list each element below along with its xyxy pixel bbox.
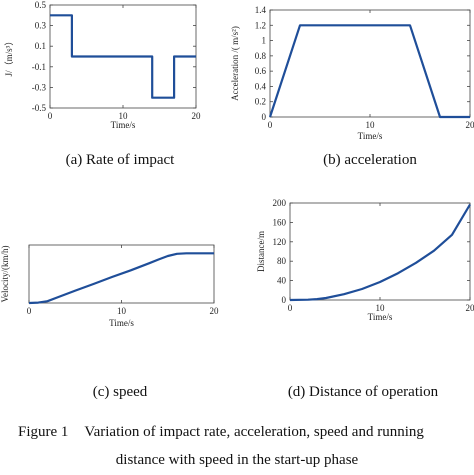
distance-y-tick-label: 0 bbox=[282, 295, 287, 305]
distance-x-tick-label: 0 bbox=[288, 303, 293, 313]
impact-rate-y-tick-label: -0.3 bbox=[32, 82, 47, 92]
distance-y-axis-label: Distance/m bbox=[256, 231, 266, 272]
chart-panel-distance: 0 10 20 0 40 80 120 160 200 Time/s Distance/m bbox=[248, 192, 474, 370]
acceleration-y-tick-label: 1 bbox=[262, 36, 267, 46]
acceleration-x-tick-label: 10 bbox=[366, 120, 376, 130]
figure-caption-line-2: distance with speed in the start-up phas… bbox=[115, 452, 359, 468]
acceleration-y-tick-label: 0 bbox=[262, 112, 267, 122]
distance-x-axis-label: Time/s bbox=[368, 312, 393, 322]
chart-panel-speed: 0 10 20 Time/s Velocity/(km/h) bbox=[0, 200, 232, 370]
distance-y-tick-label: 160 bbox=[273, 217, 287, 227]
impact-rate-series-line bbox=[50, 14, 196, 99]
acceleration-y-tick-label: 0.4 bbox=[255, 81, 267, 91]
caption-distance: (d) Distance of operation bbox=[287, 384, 439, 400]
acceleration-y-axis-label: Acceleration /( m/s²) bbox=[230, 26, 240, 101]
chart-impact-rate: 0 10 20 0.5 0.3 0.1 -0.1 -0.3 -0.5 Time/s J/（m/s³） bbox=[4, 0, 202, 130]
speed-x-tick-label: 0 bbox=[27, 306, 32, 316]
speed-x-axis-label: Time/s bbox=[109, 318, 134, 328]
distance-y-tick-label: 80 bbox=[277, 256, 287, 266]
speed-series-line bbox=[28, 252, 214, 305]
impact-rate-x-axis-label: Time/s bbox=[111, 120, 136, 130]
chart-panel-impact-rate: 0 10 20 0.5 0.3 0.1 -0.1 -0.3 -0.5 Time/s J/（m/s³） bbox=[0, 0, 210, 150]
speed-x-tick-label: 20 bbox=[210, 306, 220, 316]
chart-speed: 0 10 20 Time/s Velocity/(km/h) bbox=[0, 244, 220, 328]
distance-plot-frame bbox=[289, 202, 471, 301]
acceleration-x-tick-label: 0 bbox=[268, 120, 273, 130]
figure-caption-line-1: Figure 1 Variation of impact rate, accele… bbox=[18, 424, 474, 441]
speed-x-tick-label: 10 bbox=[117, 306, 127, 316]
acceleration-x-tick-label: 20 bbox=[466, 120, 474, 130]
impact-rate-x-tick-label: 10 bbox=[119, 111, 129, 121]
impact-rate-x-tick-label: 20 bbox=[192, 111, 202, 121]
caption-acceleration: (b) acceleration bbox=[323, 152, 417, 168]
distance-y-tick-label: 120 bbox=[273, 237, 287, 247]
impact-rate-y-tick-label: -0.5 bbox=[32, 103, 47, 113]
impact-rate-y-tick-label: 0.1 bbox=[35, 41, 46, 51]
impact-rate-y-tick-label: 0.5 bbox=[35, 0, 47, 10]
caption-impact-rate: (a) Rate of impact bbox=[65, 152, 175, 168]
acceleration-y-tick-label: 0.8 bbox=[255, 51, 267, 61]
chart-panel-acceleration: 0 10 20 0 0.2 0.4 0.6 0.8 1 1.2 1.4 Time/s Accelerat… bbox=[230, 0, 474, 150]
impact-rate-y-tick-label: 0.3 bbox=[35, 21, 47, 31]
distance-x-tick-label: 20 bbox=[466, 303, 474, 313]
figure-caption-text-1: Variation of impact rate, acceleration, … bbox=[84, 424, 424, 440]
acceleration-y-tick-label: 0.2 bbox=[255, 97, 266, 107]
acceleration-y-tick-label: 1.4 bbox=[255, 5, 267, 15]
acceleration-series-line bbox=[268, 24, 470, 119]
caption-speed: (c) speed bbox=[92, 384, 148, 400]
impact-rate-x-tick-label: 0 bbox=[48, 111, 53, 121]
speed-y-axis-label: Velocity/(km/h) bbox=[0, 246, 10, 303]
chart-acceleration: 0 10 20 0 0.2 0.4 0.6 0.8 1 1.2 1.4 Time/s Accelerat… bbox=[230, 5, 474, 141]
distance-series-line bbox=[289, 203, 471, 302]
impact-rate-y-tick-label: -0.1 bbox=[32, 62, 46, 72]
impact-rate-y-axis-label: J/（m/s³） bbox=[4, 37, 14, 77]
distance-y-tick-label: 40 bbox=[277, 276, 287, 286]
distance-y-tick-label: 200 bbox=[273, 198, 287, 208]
distance-x-tick-label: 10 bbox=[376, 303, 386, 313]
acceleration-x-axis-label: Time/s bbox=[358, 131, 383, 141]
figure-label: Figure 1 bbox=[18, 424, 69, 440]
acceleration-y-tick-label: 1.2 bbox=[255, 20, 266, 30]
acceleration-y-tick-label: 0.6 bbox=[255, 66, 267, 76]
